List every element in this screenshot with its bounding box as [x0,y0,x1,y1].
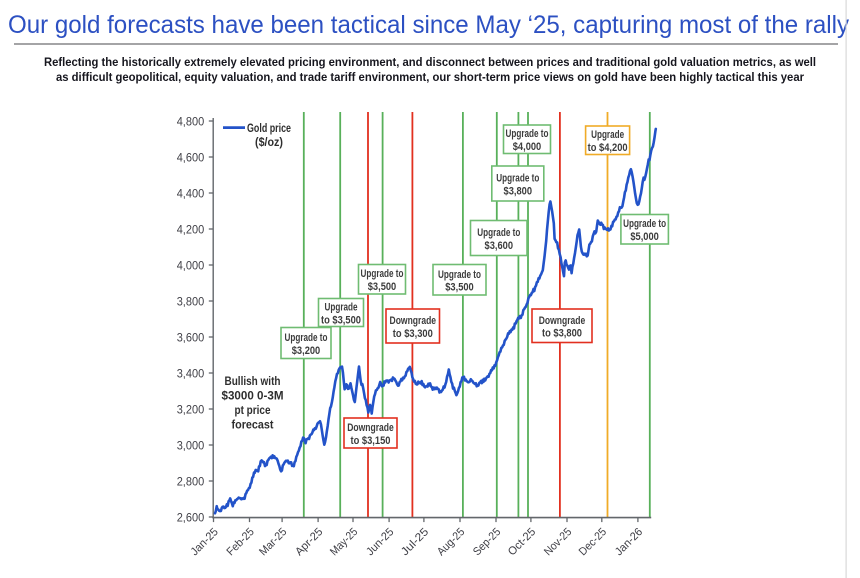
svg-text:4,600: 4,600 [177,150,205,164]
svg-text:4,200: 4,200 [177,222,205,236]
svg-text:2,800: 2,800 [177,474,205,488]
svg-text:Upgrade: Upgrade [591,129,624,141]
svg-text:$4,000: $4,000 [513,141,542,153]
svg-text:Feb-25: Feb-25 [225,526,257,558]
svg-text:Upgrade to: Upgrade to [438,269,481,281]
svg-text:$3,500: $3,500 [368,281,397,293]
svg-text:to $3,800: to $3,800 [542,328,582,340]
svg-text:as difficult geopolitical, equ: as difficult geopolitical, equity valuat… [56,70,804,84]
svg-text:to $3,500: to $3,500 [321,314,361,326]
svg-text:to $4,200: to $4,200 [588,142,628,154]
svg-text:3,200: 3,200 [177,402,205,416]
svg-text:Downgrade: Downgrade [390,315,437,327]
svg-text:4,800: 4,800 [177,114,205,128]
svg-text:4,000: 4,000 [177,258,205,272]
svg-text:3,600: 3,600 [177,330,205,344]
svg-text:Jul-25: Jul-25 [399,526,431,558]
svg-text:Upgrade to: Upgrade to [285,332,328,344]
svg-text:$3,600: $3,600 [485,240,514,252]
svg-text:3,000: 3,000 [177,438,205,452]
svg-text:Dec-25: Dec-25 [577,526,609,558]
svg-text:Bullish with: Bullish with [225,375,281,388]
svg-text:$3,800: $3,800 [504,185,533,197]
svg-text:Our gold forecasts have been t: Our gold forecasts have been tactical si… [8,11,849,39]
svg-text:Upgrade to: Upgrade to [496,173,539,185]
svg-text:May-25: May-25 [328,526,360,558]
svg-text:Upgrade to: Upgrade to [506,128,549,140]
svg-text:forecast: forecast [232,419,274,432]
svg-text:Upgrade to: Upgrade to [623,218,666,230]
svg-text:to $3,300: to $3,300 [393,328,433,340]
svg-text:$3,200: $3,200 [292,345,321,357]
svg-text:pt price: pt price [235,404,271,417]
svg-text:$3000 0-3M: $3000 0-3M [222,390,284,403]
svg-text:($/oz): ($/oz) [255,136,283,149]
svg-text:Reflecting the historically ex: Reflecting the historically extremely el… [44,55,816,69]
svg-text:Sep-25: Sep-25 [471,526,503,558]
svg-text:Gold price: Gold price [247,122,291,135]
svg-text:Mar-25: Mar-25 [257,526,289,558]
svg-text:$5,000: $5,000 [630,231,659,243]
svg-text:3,400: 3,400 [177,366,205,380]
svg-text:3,800: 3,800 [177,294,205,308]
svg-text:Aug-25: Aug-25 [435,526,467,558]
svg-text:Nov-25: Nov-25 [542,526,574,558]
svg-text:to $3,150: to $3,150 [351,435,391,447]
svg-text:Apr-25: Apr-25 [293,526,325,558]
svg-text:4,400: 4,400 [177,186,205,200]
svg-text:Upgrade to: Upgrade to [477,227,520,239]
svg-text:Jun-25: Jun-25 [364,526,396,558]
svg-text:Upgrade: Upgrade [325,302,358,314]
svg-text:Downgrade: Downgrade [539,315,586,327]
svg-text:Jan-25: Jan-25 [189,526,221,558]
svg-text:Oct-25: Oct-25 [506,526,538,558]
svg-text:Upgrade to: Upgrade to [361,268,404,280]
svg-text:2,600: 2,600 [177,510,205,524]
svg-text:$3,500: $3,500 [445,282,474,294]
svg-text:Jan-26: Jan-26 [613,526,645,558]
svg-text:Downgrade: Downgrade [347,422,394,434]
